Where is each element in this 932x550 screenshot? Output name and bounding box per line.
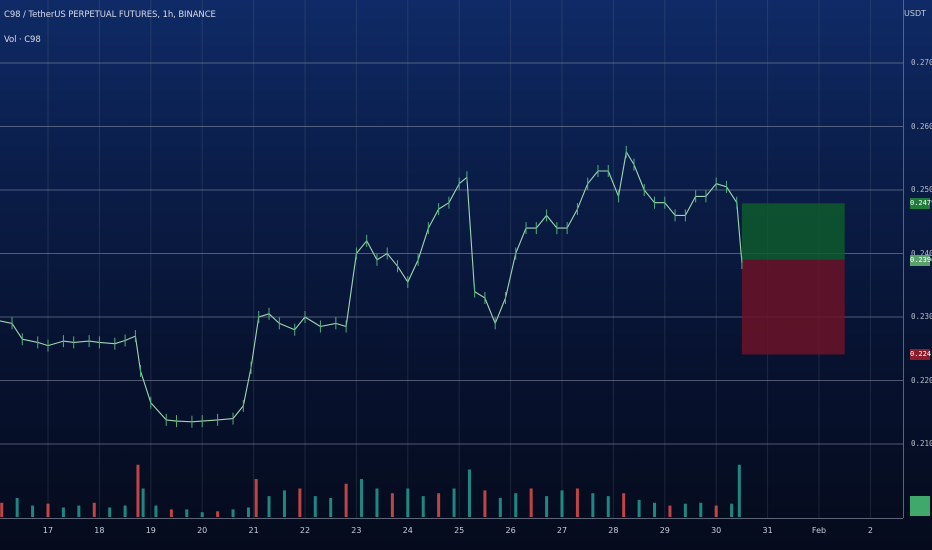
volume-bar <box>92 502 96 517</box>
volume-bar <box>231 509 235 517</box>
volume-bar <box>169 509 173 517</box>
volume-layer <box>0 464 741 517</box>
volume-bar <box>344 483 348 517</box>
volume-bar <box>622 493 626 517</box>
volume-bar <box>298 488 302 517</box>
currency-unit-label[interactable]: USDT <box>904 9 926 18</box>
price-tick-label: 0.2100 <box>911 439 932 448</box>
time-tick-label: 31 <box>762 526 773 535</box>
time-tick-label: 24 <box>402 526 413 535</box>
time-tick-label: 20 <box>197 526 208 535</box>
time-tick-label: 18 <box>94 526 105 535</box>
volume-bar <box>0 502 4 517</box>
volume-bar <box>714 505 718 517</box>
volume-bar <box>61 507 65 517</box>
time-tick-label: 2 <box>867 526 873 535</box>
volume-bar <box>575 488 579 517</box>
loss-zone <box>741 259 845 355</box>
volume-bar <box>699 502 703 517</box>
volume-bar <box>282 490 286 517</box>
time-tick-label: 28 <box>608 526 619 535</box>
volume-bar <box>200 512 204 517</box>
volume-bar <box>653 502 657 517</box>
volume-bar <box>108 507 112 517</box>
volume-bar <box>390 493 394 517</box>
volume-bar <box>591 493 595 517</box>
volume-bar <box>136 464 140 517</box>
volume-bar <box>246 507 250 517</box>
time-tick-label: 29 <box>659 526 670 535</box>
volume-bar <box>437 493 441 517</box>
volume-bar <box>154 505 158 517</box>
volume-bar <box>375 488 379 517</box>
volume-bar <box>123 505 127 517</box>
position-zone-layer <box>741 203 845 355</box>
time-tick-label: 19 <box>145 526 156 535</box>
volume-bar <box>606 496 610 517</box>
volume-bar <box>216 511 220 517</box>
volume-bar <box>421 496 425 517</box>
volume-bar <box>46 503 50 517</box>
volume-bar <box>529 488 533 517</box>
volume-bar <box>406 488 410 517</box>
volume-bar <box>637 499 641 517</box>
volume-bar <box>360 479 364 517</box>
price-series-line <box>0 151 743 423</box>
time-tick-label: Feb <box>811 526 827 535</box>
time-tick-label: 27 <box>556 526 568 535</box>
volume-bar <box>267 496 271 517</box>
time-tick-label: 21 <box>248 526 259 535</box>
volume-bar <box>668 505 672 517</box>
volume-bar <box>737 464 741 517</box>
volume-bar <box>467 469 471 517</box>
volume-value-tag <box>910 496 930 516</box>
stop-price-tag: 0.2241 <box>910 349 932 361</box>
volume-bar <box>452 488 456 517</box>
volume-bar <box>141 488 145 517</box>
price-layer <box>0 145 743 428</box>
volume-bar <box>730 503 734 517</box>
volume-bar <box>31 505 35 517</box>
volume-bar <box>185 509 189 517</box>
volume-bar <box>329 498 333 517</box>
volume-bar <box>498 498 502 517</box>
target-price-tag: 0.2479 <box>910 198 932 210</box>
volume-bar <box>254 479 258 517</box>
volume-bar <box>483 490 487 517</box>
time-tick-label: 22 <box>299 526 311 535</box>
time-tick-label: 23 <box>351 526 362 535</box>
volume-bar <box>514 493 518 517</box>
volume-bar <box>77 505 81 517</box>
volume-bar <box>545 496 549 517</box>
profit-zone <box>741 203 845 260</box>
time-tick-label: 17 <box>42 526 54 535</box>
volume-bar <box>683 503 687 517</box>
volume-indicator-label[interactable]: Vol · C98 <box>4 35 41 45</box>
volume-bar <box>560 490 564 517</box>
time-tick-label: 30 <box>711 526 722 535</box>
symbol-title[interactable]: C98 / TetherUS PERPETUAL FUTURES, 1h, BI… <box>4 10 216 20</box>
time-tick-label: 26 <box>505 526 516 535</box>
time-tick-label: 25 <box>454 526 465 535</box>
volume-bar <box>15 498 19 517</box>
volume-bar <box>313 496 317 517</box>
axis-line-layer <box>0 0 904 519</box>
